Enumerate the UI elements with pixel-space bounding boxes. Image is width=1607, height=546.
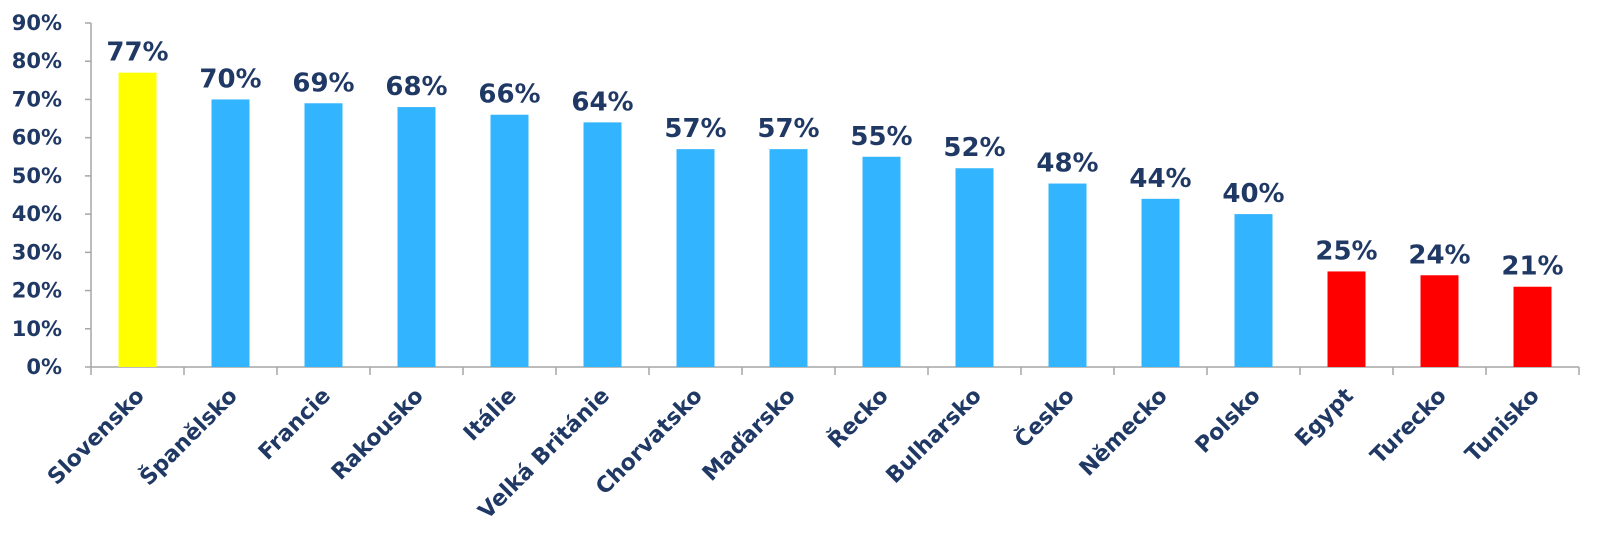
y-tick-label: 60% (12, 126, 62, 150)
y-axis: 0% 10% 20% 30% 40% 50% 60% 70% 80% 90% (12, 11, 92, 379)
data-label: 68% (385, 72, 447, 102)
category-label: Rakousko (327, 384, 429, 486)
bar (955, 168, 994, 367)
data-label: 69% (292, 68, 354, 98)
data-label: 21% (1501, 252, 1563, 282)
category-label: Maďarsko (698, 384, 801, 487)
category-label: Česko (1010, 383, 1080, 453)
y-tick-label: 50% (12, 164, 62, 188)
y-tick-label: 80% (12, 49, 62, 73)
data-label: 66% (478, 80, 540, 110)
y-tick-label: 70% (12, 87, 62, 111)
bar (1234, 214, 1273, 367)
data-label: 70% (199, 64, 261, 94)
data-label: 25% (1315, 236, 1377, 266)
category-label: Polsko (1191, 384, 1266, 459)
y-tick-label: 10% (12, 317, 62, 341)
data-label: 77% (106, 38, 168, 68)
bar (490, 114, 529, 367)
y-tick-label: 0% (26, 355, 62, 379)
y-tick-label: 20% (12, 279, 62, 303)
category-label: Řecko (823, 383, 894, 454)
data-label: 40% (1222, 179, 1284, 209)
data-label: 55% (850, 122, 912, 152)
bar (1420, 275, 1459, 367)
data-label: 48% (1036, 149, 1098, 179)
bar (211, 99, 250, 367)
category-label: Bulharsko (882, 384, 987, 489)
category-label: Slovensko (43, 384, 150, 491)
category-label: Turecko (1366, 384, 1452, 470)
data-label: 64% (571, 87, 633, 117)
category-label: Egypt (1291, 383, 1359, 451)
category-label: Itálie (459, 384, 522, 447)
data-label: 52% (943, 133, 1005, 163)
bar (1327, 271, 1366, 367)
bar (1141, 198, 1180, 367)
bars (118, 72, 1552, 368)
category-label: Španělsko (135, 383, 243, 491)
category-label: Německo (1075, 384, 1173, 482)
data-label: 57% (757, 114, 819, 144)
bar (118, 72, 157, 367)
data-label: 24% (1408, 240, 1470, 270)
y-tick-label: 40% (12, 202, 62, 226)
data-labels: 77% 70% 69% 68% 66% 64% 57% 57% 55% 52% 48% 44% 40% 2… (106, 38, 1563, 282)
bar (583, 122, 622, 367)
bar (304, 103, 343, 368)
x-axis (90, 366, 1580, 375)
data-label: 57% (664, 114, 726, 144)
bar (1048, 183, 1087, 367)
y-tick-label: 90% (12, 11, 62, 35)
data-label: 44% (1129, 164, 1191, 194)
y-tick-label: 30% (12, 240, 62, 264)
bar (676, 149, 715, 367)
bar (1513, 286, 1552, 367)
bar (397, 107, 436, 367)
category-label: Tunisko (1461, 384, 1545, 468)
bar (862, 156, 901, 367)
category-label: Francie (254, 384, 336, 466)
bar (769, 149, 808, 367)
